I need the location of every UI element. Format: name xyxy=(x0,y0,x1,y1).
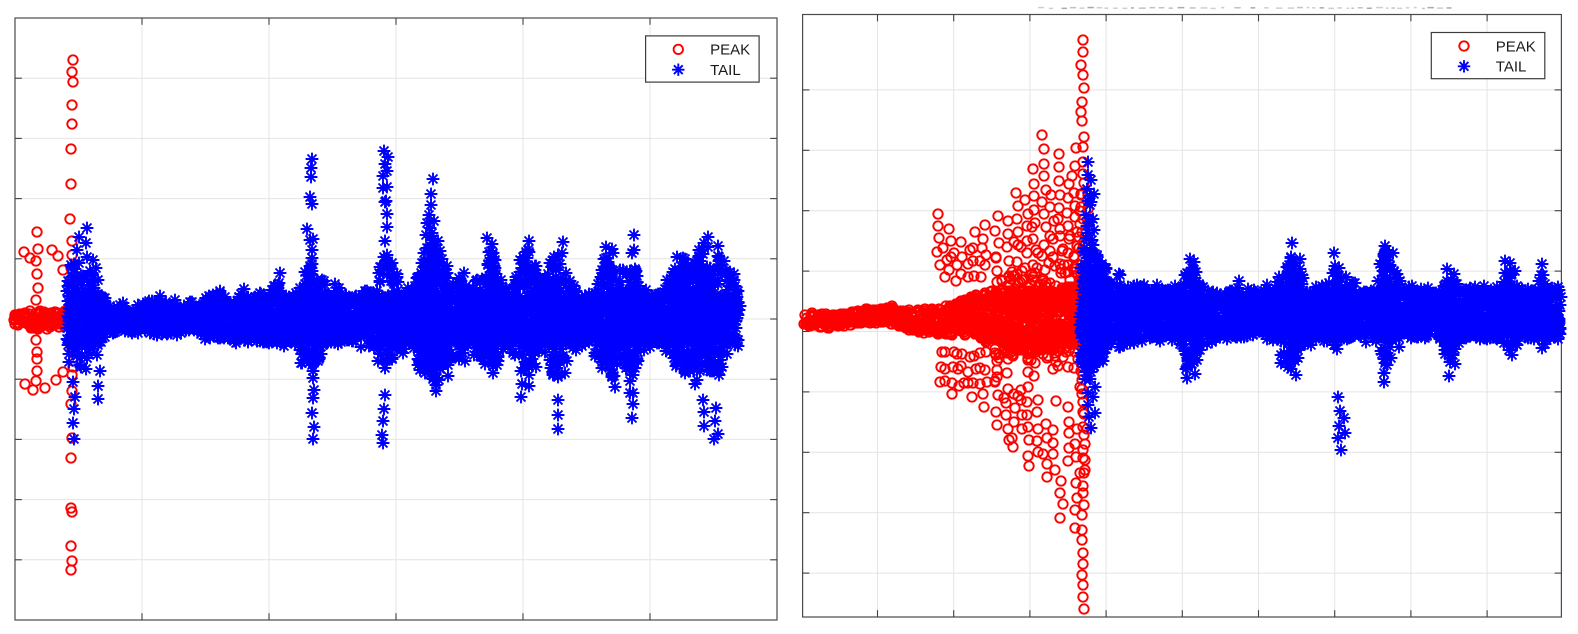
svg-text:TAIL: TAIL xyxy=(710,62,741,79)
svg-text:PEAK: PEAK xyxy=(710,42,750,59)
svg-text:TAIL: TAIL xyxy=(1496,59,1527,76)
svg-text:PEAK: PEAK xyxy=(1496,38,1536,55)
